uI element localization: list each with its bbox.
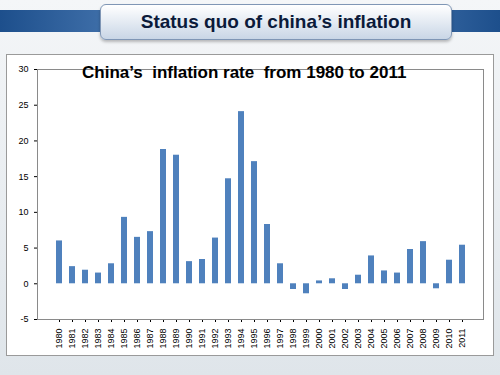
svg-text:2004: 2004: [366, 329, 376, 349]
svg-text:1982: 1982: [80, 329, 90, 349]
svg-text:-5: -5: [20, 314, 28, 324]
svg-text:1997: 1997: [275, 329, 285, 349]
svg-text:20: 20: [18, 136, 28, 146]
svg-text:0: 0: [23, 279, 28, 289]
svg-text:1985: 1985: [119, 329, 129, 349]
svg-text:2002: 2002: [340, 329, 350, 349]
svg-text:1998: 1998: [288, 329, 298, 349]
svg-text:1992: 1992: [210, 329, 220, 349]
svg-text:2011: 2011: [457, 329, 467, 348]
svg-text:2003: 2003: [353, 329, 363, 349]
svg-text:1995: 1995: [249, 329, 259, 349]
svg-text:2000: 2000: [314, 329, 324, 349]
svg-text:15: 15: [18, 172, 28, 182]
html-text:China’s inflation rate from 19: China’s inflation rate from 1980 to 2011: [82, 63, 407, 82]
svg-text:5: 5: [23, 243, 28, 253]
svg-text:2007: 2007: [405, 329, 415, 349]
svg-text:2010: 2010: [444, 329, 454, 349]
svg-text:1980: 1980: [54, 329, 64, 349]
svg-text:2006: 2006: [392, 329, 402, 349]
svg-text:2005: 2005: [379, 329, 389, 349]
svg-text:1988: 1988: [158, 329, 168, 349]
html-text:Status quo of china’s inflatio: Status quo of china’s inflation: [140, 11, 412, 32]
svg-text:10: 10: [18, 207, 28, 217]
svg-text:25: 25: [18, 100, 28, 110]
svg-text:1984: 1984: [106, 329, 116, 349]
svg-text:1996: 1996: [262, 329, 272, 349]
svg-text:1987: 1987: [145, 329, 155, 349]
svg-text:1993: 1993: [223, 329, 233, 349]
svg-text:1990: 1990: [184, 329, 194, 349]
svg-text:1989: 1989: [171, 329, 181, 349]
svg-text:1983: 1983: [93, 329, 103, 349]
svg-text:30: 30: [18, 64, 28, 74]
svg-text:1991: 1991: [197, 329, 207, 349]
svg-text:1994: 1994: [236, 329, 246, 349]
svg-text:2009: 2009: [431, 329, 441, 349]
svg-text:1986: 1986: [132, 329, 142, 349]
svg-text:1999: 1999: [301, 329, 311, 349]
svg-text:2008: 2008: [418, 329, 428, 349]
svg-text:2001: 2001: [327, 329, 337, 349]
svg-text:1981: 1981: [67, 329, 77, 349]
